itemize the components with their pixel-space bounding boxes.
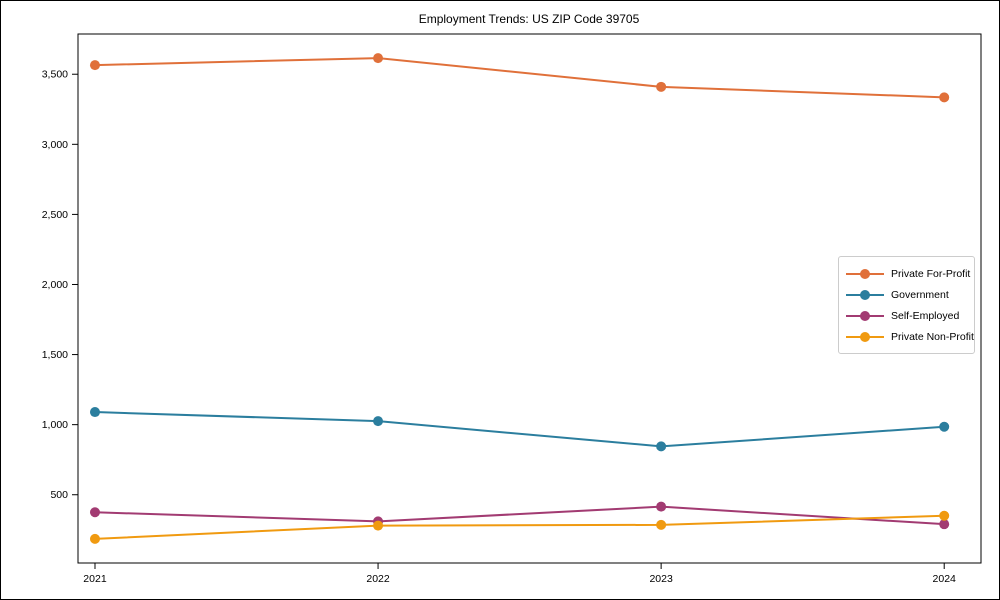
y-axis-tick-label: 500 — [50, 489, 68, 501]
data-point-private-for-profit — [656, 81, 667, 92]
legend-item-self-employed: Self-Employed — [846, 305, 967, 326]
y-axis-tick-label: 1,500 — [42, 349, 68, 361]
data-point-government — [373, 416, 384, 427]
legend-item-government: Government — [846, 284, 967, 305]
y-axis-tick-label: 2,500 — [42, 209, 68, 221]
legend-label: Private For-Profit — [891, 267, 971, 280]
y-axis-tick-label: 3,000 — [42, 139, 68, 151]
legend-line-marker-icon — [846, 289, 884, 300]
x-axis-tick-label: 2021 — [83, 573, 107, 585]
y-axis-tick-label: 2,000 — [42, 279, 68, 291]
legend-item-private-for-profit: Private For-Profit — [846, 263, 971, 284]
data-point-private-for-profit — [89, 60, 100, 71]
series-line-self-employed — [94, 505, 945, 526]
legend-label: Private Non-Profit — [891, 330, 974, 343]
legend-line-marker-icon — [846, 268, 884, 279]
plot-border — [77, 33, 982, 564]
data-point-self-employed — [89, 507, 100, 518]
data-point-private-non-profit — [939, 510, 950, 521]
legend-line-marker-icon — [846, 331, 884, 342]
legend-line-marker-icon — [846, 310, 884, 321]
y-axis-tick-label: 3,500 — [42, 69, 68, 81]
series-line-government — [94, 411, 945, 448]
legend-item-private-non-profit: Private Non-Profit — [846, 326, 974, 347]
series-line-private-non-profit — [94, 514, 945, 540]
legend-label: Self-Employed — [891, 309, 960, 322]
data-point-private-non-profit — [656, 519, 667, 530]
data-point-private-non-profit — [89, 533, 100, 544]
data-point-government — [656, 441, 667, 452]
series-line-private-for-profit — [94, 57, 945, 99]
x-axis-tick-label: 2024 — [933, 573, 957, 585]
data-point-government — [939, 421, 950, 432]
x-axis-tick-label: 2022 — [366, 573, 390, 585]
y-axis-tick-label: 1,000 — [42, 419, 68, 431]
data-point-private-for-profit — [939, 92, 950, 103]
legend-label: Government — [891, 288, 949, 301]
data-point-private-non-profit — [373, 520, 384, 531]
x-axis-tick-label: 2023 — [649, 573, 673, 585]
data-point-self-employed — [656, 501, 667, 512]
chart-title: Employment Trends: US ZIP Code 39705 — [419, 12, 640, 26]
chart-legend: Private For-Profit Government Self-Emplo… — [838, 256, 975, 354]
data-point-government — [89, 407, 100, 418]
data-point-private-for-profit — [373, 53, 384, 64]
data-point-self-employed — [939, 519, 950, 530]
